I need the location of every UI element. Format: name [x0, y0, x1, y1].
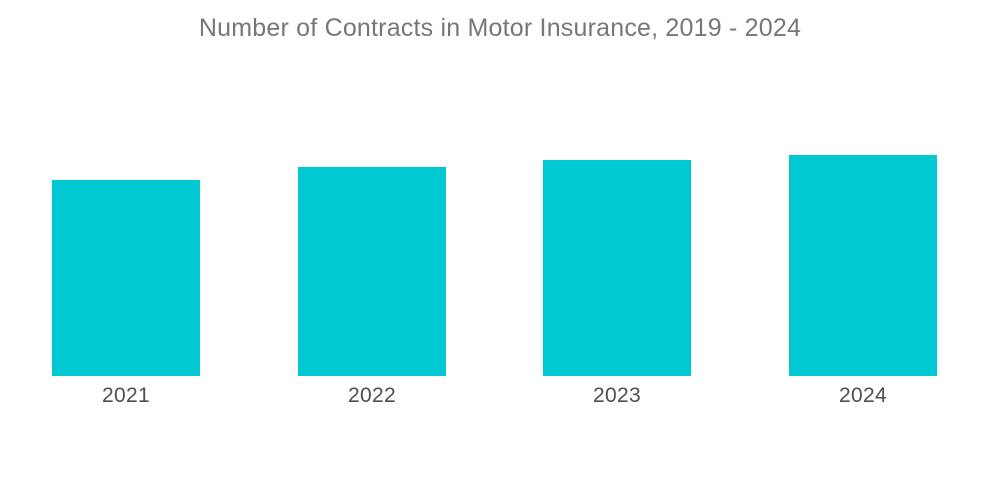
x-axis-label-2023: 2023 [593, 384, 641, 407]
bar-2021 [52, 180, 200, 376]
bar-group-2024: 2024 [789, 0, 937, 504]
bar-2024 [789, 155, 937, 376]
bar-group-2021: 2021 [52, 0, 200, 504]
x-axis-label-2022: 2022 [348, 384, 396, 407]
bar-group-2023: 2023 [543, 0, 691, 504]
chart-title: Number of Contracts in Motor Insurance, … [198, 14, 802, 42]
x-axis-label-2021: 2021 [102, 384, 150, 407]
bar-2023 [543, 160, 691, 376]
bar-2022 [298, 167, 446, 376]
bar-group-2022: 2022 [298, 0, 446, 504]
x-axis-label-2024: 2024 [839, 384, 887, 407]
